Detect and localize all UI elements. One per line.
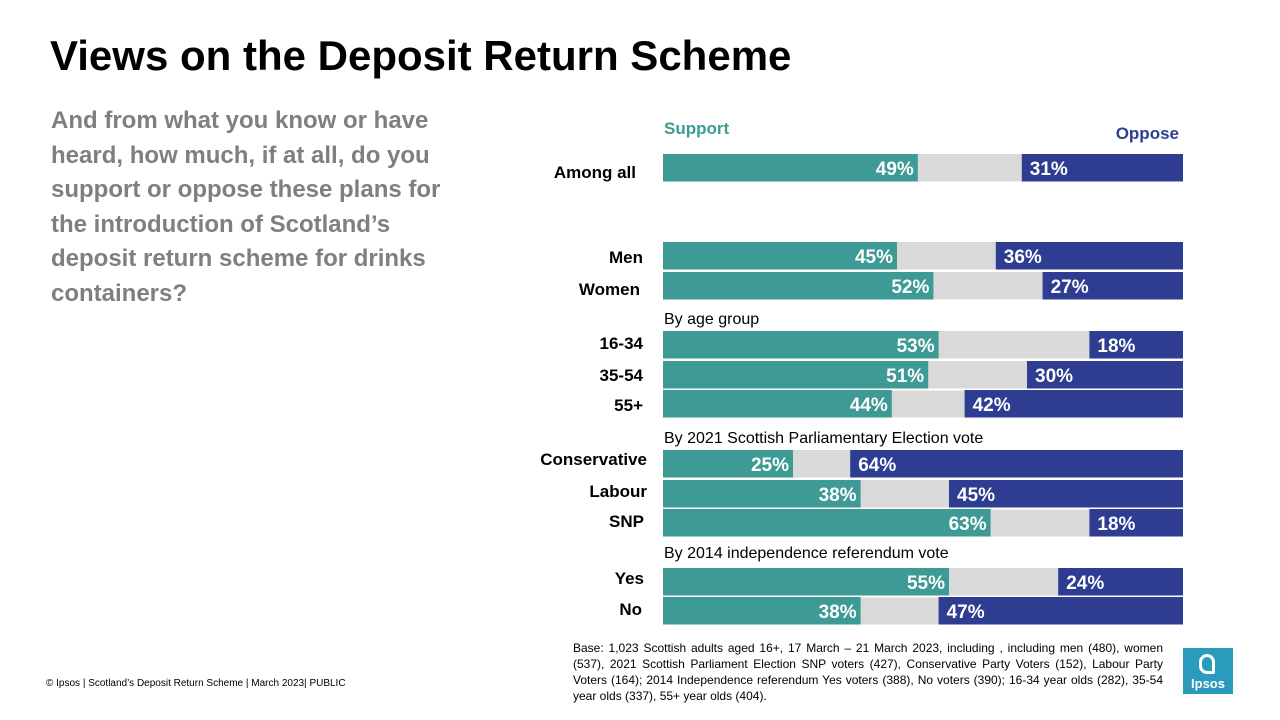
support-value-label: 38% (819, 485, 857, 506)
oppose-value-label: 64% (858, 455, 896, 476)
bar-oppose-snp (1089, 509, 1183, 537)
oppose-value-label: 31% (1030, 159, 1068, 180)
bar-oppose-16-34 (1089, 331, 1183, 359)
category-label-women: Women (579, 280, 640, 299)
oppose-value-label: 18% (1097, 514, 1135, 535)
bar-support-conservative (663, 450, 793, 478)
oppose-value-label: 30% (1035, 366, 1073, 387)
bar-support-16-34 (663, 331, 939, 359)
group-label: By 2014 independence referendum vote (664, 545, 949, 562)
category-label-no: No (619, 600, 642, 619)
support-value-label: 45% (855, 247, 893, 268)
legend-support: Support (664, 119, 729, 138)
category-label-16-34: 16-34 (600, 334, 644, 353)
support-value-label: 51% (886, 366, 924, 387)
bar-oppose-yes (1058, 568, 1183, 596)
bar-support-no (663, 597, 861, 625)
base-note: Base: 1,023 Scottish adults aged 16+, 17… (573, 641, 1163, 703)
bar-support-snp (663, 509, 991, 537)
category-label-among-all: Among all (554, 163, 636, 182)
category-label-35-54: 35-54 (600, 366, 644, 385)
bar-oppose-women (1042, 272, 1183, 300)
logo-text: Ipsos (1191, 676, 1225, 691)
bar-support-men (663, 242, 897, 270)
bar-support-labour (663, 480, 861, 508)
oppose-value-label: 27% (1051, 277, 1089, 298)
support-value-label: 25% (751, 455, 789, 476)
oppose-value-label: 45% (957, 485, 995, 506)
oppose-value-label: 36% (1004, 247, 1042, 268)
legend-oppose: Oppose (1116, 124, 1179, 143)
category-label-men: Men (609, 248, 643, 267)
bar-oppose-55 (964, 390, 1183, 418)
support-value-label: 38% (819, 602, 857, 623)
category-label-conservative: Conservative (540, 450, 647, 469)
bar-oppose-conservative (850, 450, 1183, 478)
support-value-label: 49% (876, 159, 914, 180)
bar-oppose-among-all (1021, 154, 1183, 182)
support-value-label: 63% (949, 514, 987, 535)
bar-oppose-men (995, 242, 1183, 270)
bar-oppose-labour (949, 480, 1183, 508)
support-value-label: 52% (891, 277, 929, 298)
category-label-55: 55+ (614, 396, 643, 415)
bar-support-35-54 (663, 361, 929, 389)
category-label-yes: Yes (615, 569, 644, 588)
oppose-value-label: 47% (947, 602, 985, 623)
bar-oppose-35-54 (1027, 361, 1183, 389)
category-label-labour: Labour (589, 482, 647, 501)
slide-title: Views on the Deposit Return Scheme (50, 32, 792, 79)
question-text: And from what you know or have heard, ho… (51, 107, 441, 307)
bar-support-among-all (663, 154, 918, 182)
bar-oppose-no (938, 597, 1183, 625)
logo-mark-icon (1199, 654, 1215, 674)
support-value-label: 53% (897, 336, 935, 357)
category-label-snp: SNP (609, 512, 644, 531)
group-label: By 2021 Scottish Parliamentary Election … (664, 430, 983, 447)
bar-support-55 (663, 390, 892, 418)
oppose-value-label: 18% (1097, 336, 1135, 357)
footer-text: © Ipsos | Scotland’s Deposit Return Sche… (46, 678, 346, 689)
ipsos-logo: Ipsos (1183, 648, 1233, 694)
support-value-label: 55% (907, 573, 945, 594)
oppose-value-label: 42% (973, 395, 1011, 416)
support-value-label: 44% (850, 395, 888, 416)
bar-support-women (663, 272, 934, 300)
group-label: By age group (664, 311, 759, 328)
bar-support-yes (663, 568, 949, 596)
oppose-value-label: 24% (1066, 573, 1104, 594)
